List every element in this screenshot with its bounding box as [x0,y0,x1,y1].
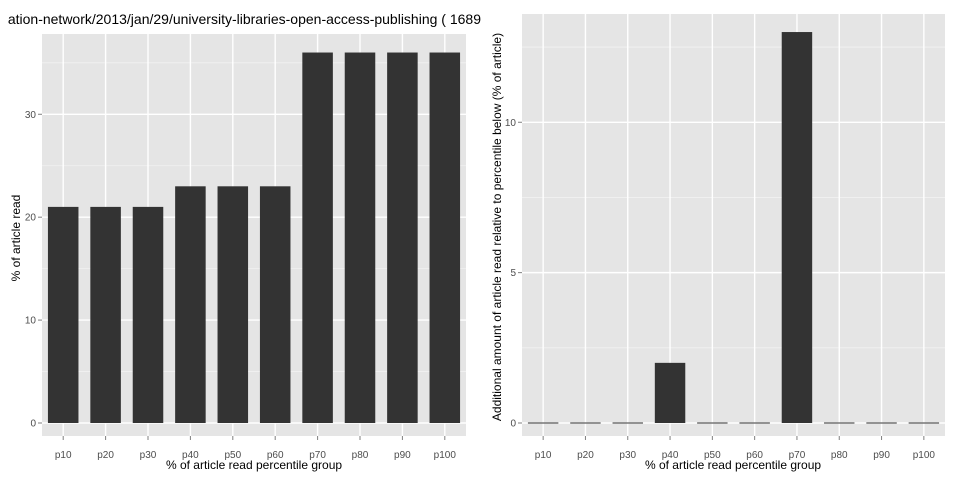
x-tick-label-p80: p80 [831,450,848,461]
y-tick-label: 20 [25,213,37,224]
x-tick-label-p40: p40 [182,450,199,461]
bar-p80 [344,52,376,424]
right-y-ticks: 0 5 10 [505,118,522,430]
bar-p50 [217,186,249,423]
bar-p90 [866,422,897,424]
x-tick-label-p80: p80 [352,450,369,461]
bar-p60 [739,422,770,424]
left-bars [47,52,461,424]
x-tick-label-p40: p40 [662,450,679,461]
x-tick-label-p30: p30 [619,450,636,461]
right-plot-panel [522,14,945,436]
bar-p40 [175,186,206,423]
x-tick-label-p60: p60 [746,450,763,461]
left-x-ticks: p10 p20 p30 p40 p50 p60 p70 p80 p90 p100 [55,436,457,461]
y-tick-label: 10 [25,316,37,327]
left-x-axis-title: % of article read percentile group [166,458,342,472]
x-tick-label-p90: p90 [394,450,411,461]
bar-p100 [908,422,940,424]
x-tick-label-p60: p60 [267,450,284,461]
bar-p70 [781,32,813,423]
y-tick-label: 0 [510,419,516,430]
bar-p20 [570,422,601,424]
x-tick-label-p20: p20 [97,450,114,461]
left-y-ticks: 0 10 20 30 [25,110,42,430]
bar-p30 [132,206,164,423]
bar-p60 [259,186,291,423]
x-tick-label-p10: p10 [55,450,72,461]
x-tick-label-p50: p50 [224,450,241,461]
x-tick-label-p10: p10 [535,450,552,461]
right-y-axis-title: Additional amount of article read relati… [490,33,504,421]
bar-p10 [47,206,79,423]
left-chart-title: ation-network/2013/jan/29/university-lib… [8,11,481,27]
bar-p100 [429,52,461,424]
bar-p10 [527,422,559,424]
y-tick-label: 0 [30,419,36,430]
x-tick-label-p30: p30 [140,450,157,461]
x-tick-label-p100: p100 [434,450,457,461]
bar-p40 [654,362,686,423]
x-tick-label-p70: p70 [309,450,326,461]
x-tick-label-p50: p50 [704,450,721,461]
bar-p30 [612,422,643,424]
bar-p80 [824,422,855,424]
bar-p50 [697,422,728,424]
y-tick-label: 10 [505,118,517,129]
chart-right-additional-read: 0 5 10 p10 p20 p30 p40 p50 p60 p70 p80 p90 p100 % o… [490,14,945,472]
x-tick-label-p70: p70 [789,450,806,461]
y-tick-label: 30 [25,110,37,121]
x-tick-label-p20: p20 [577,450,594,461]
y-tick-label: 5 [510,268,516,279]
bar-p20 [90,206,121,423]
right-x-axis-title: % of article read percentile group [645,458,821,472]
left-y-axis-title: % of article read [9,195,23,282]
right-x-ticks: p10 p20 p30 p40 p50 p60 p70 p80 p90 p100 [535,436,936,461]
x-tick-label-p100: p100 [913,450,936,461]
x-tick-label-p90: p90 [873,450,890,461]
right-bars [527,32,940,424]
bar-p70 [302,52,333,424]
bar-p90 [387,52,418,424]
